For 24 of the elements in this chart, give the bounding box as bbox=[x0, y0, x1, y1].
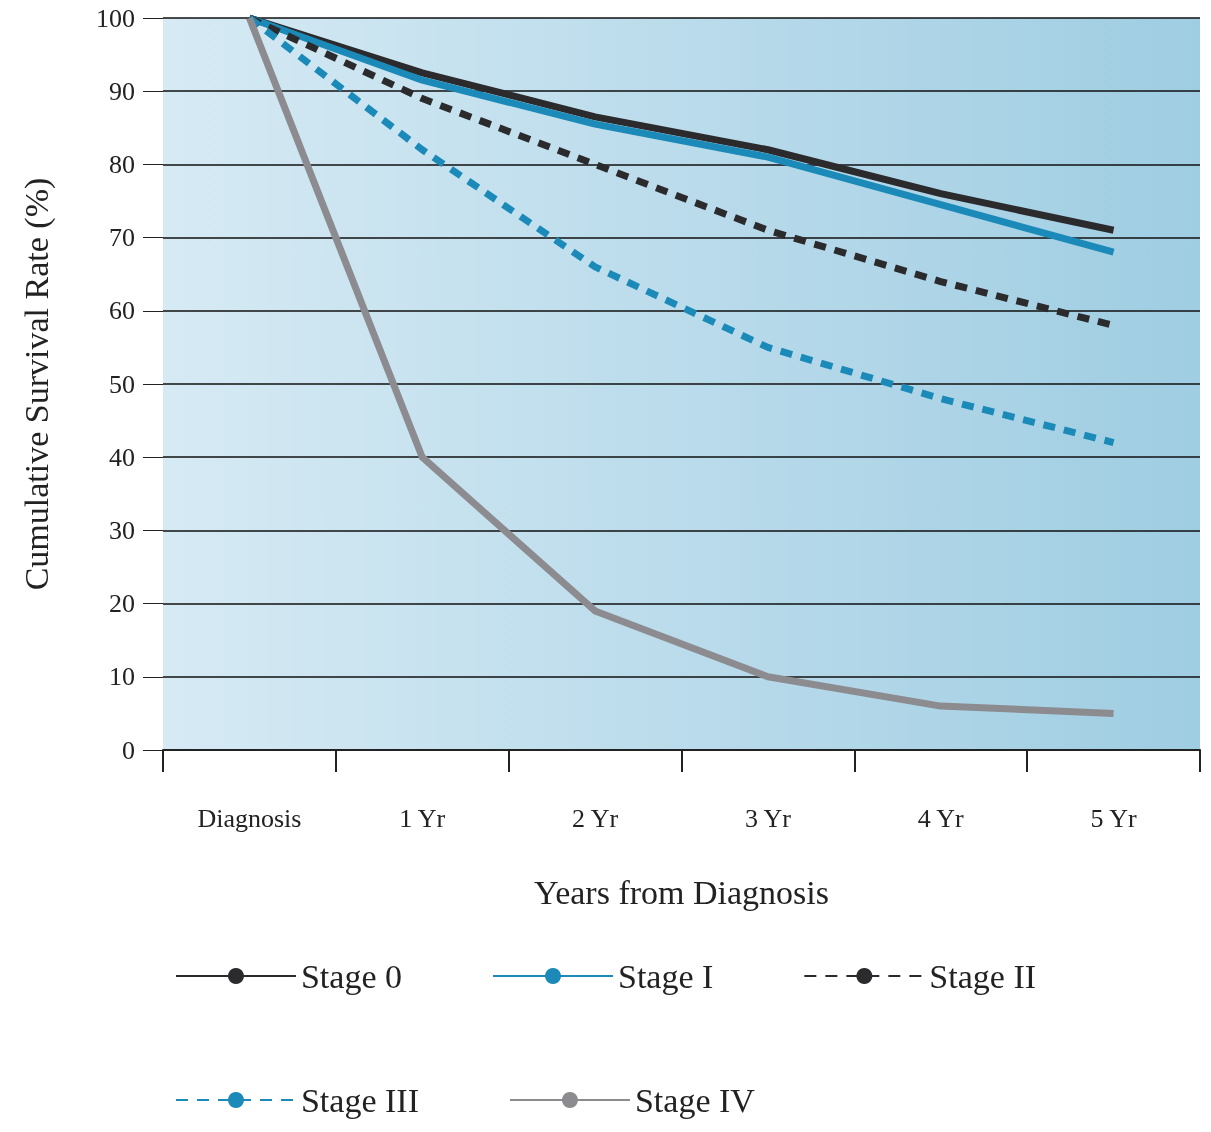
y-tick-label: 50 bbox=[109, 369, 135, 399]
y-tick-label: 10 bbox=[109, 662, 135, 692]
y-tick-label: 40 bbox=[109, 442, 135, 472]
y-tick-label: 60 bbox=[109, 296, 135, 326]
y-tick-label: 100 bbox=[96, 3, 135, 33]
x-tick-label: Diagnosis bbox=[197, 803, 302, 833]
y-tick-label: 20 bbox=[109, 589, 135, 619]
x-tick-label: 1 Yr bbox=[399, 803, 446, 833]
x-axis-title: Years from Diagnosis bbox=[534, 873, 829, 911]
x-tick-label: 3 Yr bbox=[744, 803, 792, 833]
x-tick-label: 2 Yr bbox=[572, 803, 619, 833]
legend-label: Stage III bbox=[300, 1081, 419, 1119]
legend-label: Stage I bbox=[618, 957, 714, 995]
legend-label: Stage II bbox=[929, 957, 1037, 995]
y-tick-label: 90 bbox=[109, 76, 135, 106]
y-tick-label: 80 bbox=[109, 149, 135, 179]
x-tick-label: 4 Yr bbox=[917, 803, 965, 833]
y-tick-label: 0 bbox=[122, 735, 135, 765]
x-tick-label: 5 Yr bbox=[1090, 803, 1137, 833]
y-tick-label: 30 bbox=[109, 515, 135, 545]
legend-label: Stage IV bbox=[634, 1081, 756, 1119]
y-tick-label: 70 bbox=[109, 223, 135, 253]
y-axis-title: Cumulative Survival Rate (%) bbox=[17, 177, 56, 591]
legend-label: Stage 0 bbox=[300, 957, 403, 995]
